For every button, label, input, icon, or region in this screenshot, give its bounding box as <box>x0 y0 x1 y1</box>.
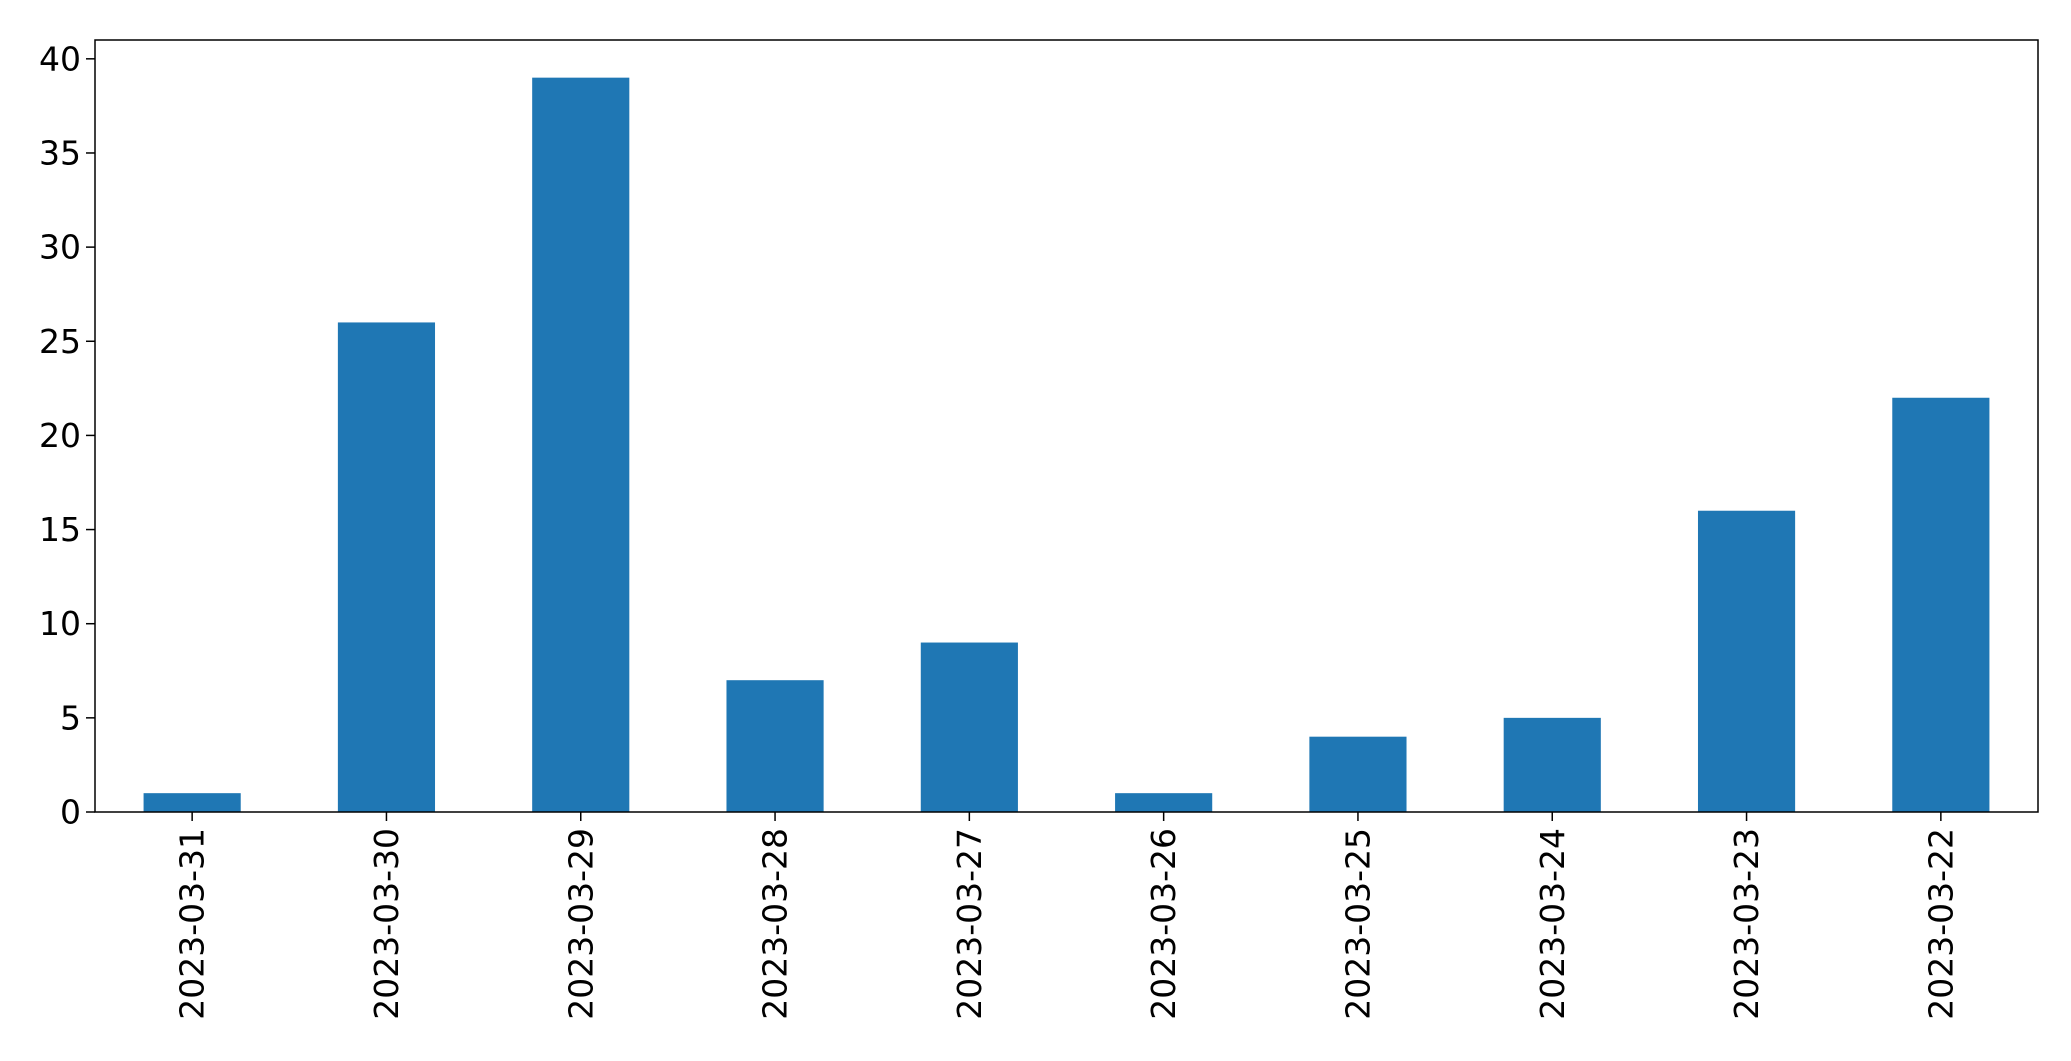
bar-2023-03-25 <box>1309 736 1407 812</box>
bar-2023-03-31 <box>143 793 241 812</box>
x-tick-label: 2023-03-29 <box>561 828 600 1020</box>
x-tick-label: 2023-03-28 <box>756 828 795 1020</box>
x-tick-label: 2023-03-24 <box>1533 828 1572 1020</box>
bar-2023-03-23 <box>1697 510 1796 812</box>
y-tick-label: 40 <box>39 39 81 78</box>
x-tick-label: 2023-03-26 <box>1144 828 1183 1020</box>
x-tick-label: 2023-03-23 <box>1727 828 1766 1020</box>
plot-frame <box>94 39 2039 813</box>
y-axis: 0 5 10 15 20 25 30 35 40 <box>39 39 95 832</box>
y-tick-label: 5 <box>60 698 81 737</box>
y-tick-label: 20 <box>39 416 81 455</box>
x-tick-label: 2023-03-22 <box>1921 828 1960 1020</box>
x-tick-label: 2023-03-25 <box>1338 828 1377 1020</box>
bar-2023-03-28 <box>726 680 824 812</box>
bar-2023-03-30 <box>337 322 436 812</box>
x-tick-label: 2023-03-30 <box>367 828 406 1020</box>
y-tick-label: 15 <box>39 510 81 549</box>
y-tick-label: 35 <box>39 133 81 172</box>
x-tick-label: 2023-03-31 <box>173 828 212 1020</box>
bar-2023-03-29 <box>532 77 630 812</box>
y-tick-label: 25 <box>39 322 81 361</box>
bar-2023-03-24 <box>1503 717 1601 812</box>
y-tick-label: 0 <box>60 793 81 832</box>
bars-group <box>143 77 1990 812</box>
y-tick-label: 10 <box>39 604 81 643</box>
x-axis: 2023-03-31 2023-03-30 2023-03-29 2023-03-28… <box>173 812 1960 1020</box>
bar-2023-03-27 <box>920 642 1018 812</box>
bar-2023-03-22 <box>1892 397 1990 812</box>
x-tick-label: 2023-03-27 <box>950 828 989 1020</box>
y-tick-label: 30 <box>39 228 81 267</box>
bar-2023-03-26 <box>1115 793 1213 812</box>
